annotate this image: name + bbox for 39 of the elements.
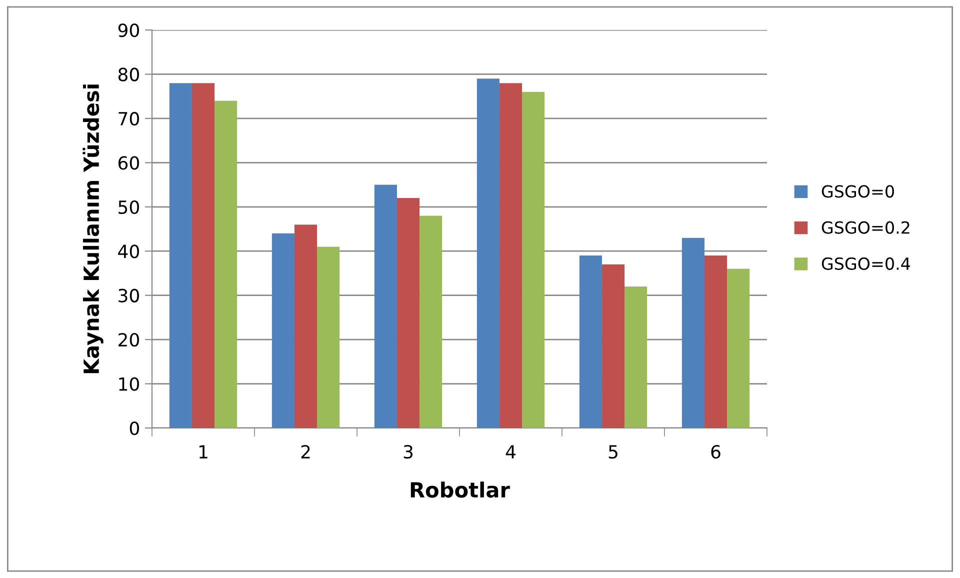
bar [396, 198, 420, 428]
y-tick-label: 90 [118, 23, 139, 38]
bar [192, 83, 215, 428]
bar [704, 256, 728, 428]
bar [727, 268, 750, 428]
bar [579, 256, 602, 428]
legend-label: GSGO=0.2 [822, 221, 910, 234]
bar [420, 216, 442, 428]
x-axis-title: Robotlar [410, 482, 510, 498]
bar [682, 238, 704, 428]
bar [214, 100, 238, 428]
bar [317, 246, 340, 428]
x-tick-label: 1 [199, 445, 208, 458]
bar [272, 233, 294, 428]
bar [374, 184, 397, 428]
y-tick-label: 10 [119, 377, 139, 391]
y-axis-title: Kaynak Kullanım Yüzdesi [82, 84, 104, 374]
x-tick-label: 2 [301, 444, 310, 458]
y-tick-label: 70 [118, 112, 139, 126]
x-tick-label: 5 [608, 445, 618, 459]
y-tick-label: 20 [118, 333, 139, 347]
y-tick-label: 0 [130, 421, 139, 436]
x-tick-label: 3 [404, 444, 413, 459]
bar [499, 83, 522, 428]
y-tick-label: 80 [118, 68, 139, 82]
legend-label: GSGO=0.4 [822, 257, 910, 270]
bar [169, 83, 192, 428]
legend-label: GSGO=0 [822, 185, 894, 198]
bar [294, 224, 318, 428]
bar [476, 78, 500, 428]
y-tick-label: 40 [118, 244, 139, 258]
y-tick-label: 60 [118, 156, 139, 170]
bar [602, 264, 625, 428]
x-tick-label: 4 [506, 445, 516, 458]
y-tick-label: 50 [118, 200, 139, 214]
x-tick-label: 6 [711, 444, 720, 459]
bar [522, 92, 545, 428]
y-tick-label: 30 [118, 288, 139, 302]
bar [624, 286, 648, 428]
